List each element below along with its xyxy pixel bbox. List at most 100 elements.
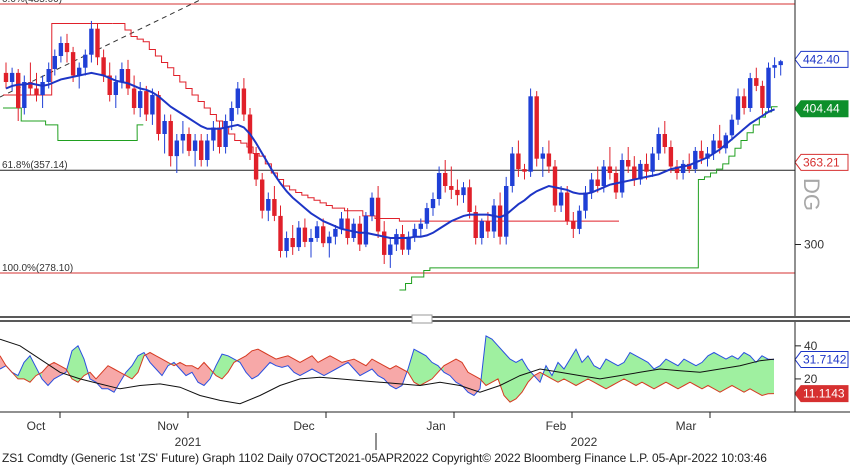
dmi-fill-green — [486, 335, 492, 386]
candle-up — [235, 88, 240, 108]
dmi-fill-red — [366, 359, 372, 373]
candle-down — [382, 231, 387, 255]
candle-down — [3, 72, 9, 82]
year-label: 2022 — [571, 435, 598, 449]
dmi-fill-green — [666, 359, 672, 386]
candle-down — [278, 215, 283, 251]
candle-up — [284, 238, 289, 251]
dmi-tag-plus_di-box — [794, 351, 849, 369]
candle-up — [711, 140, 716, 154]
dmi-fill-red — [114, 369, 120, 393]
month-label: Dec — [293, 419, 314, 433]
candle-up — [223, 121, 228, 147]
dmi-fill-red — [150, 352, 156, 369]
candle-up — [22, 82, 27, 108]
candle-up — [363, 215, 369, 245]
fib-label: 61.8%(357.14) — [2, 160, 68, 171]
dmi-fill-green — [414, 349, 420, 386]
candle-up — [601, 166, 606, 186]
dmi-fill-green — [228, 355, 234, 373]
dmi-fill-red — [300, 359, 306, 376]
candle-down — [565, 192, 570, 222]
candle-down — [302, 227, 308, 242]
plus-di-line — [0, 335, 775, 397]
candle-down — [168, 121, 173, 157]
dmi-fill-green — [744, 352, 750, 393]
dmi-fill-green — [636, 355, 642, 386]
candle-down — [485, 221, 491, 232]
dmi-fill-green — [552, 362, 558, 383]
candle-up — [680, 163, 686, 173]
candle-down — [632, 166, 637, 180]
dmi-fill-red — [198, 362, 204, 386]
candle-up — [77, 67, 82, 76]
candle-down — [467, 187, 472, 212]
candle-down — [546, 153, 552, 167]
dmi-fill-green — [618, 362, 624, 383]
dmi-fill-green — [732, 355, 738, 389]
candle-up — [174, 140, 179, 157]
candle-down — [125, 69, 131, 89]
candle-up — [735, 96, 741, 120]
dmi-fill-red — [306, 355, 312, 373]
candle-down — [107, 75, 112, 95]
dmi-fill-red — [246, 350, 252, 379]
dmi-fill-green — [630, 352, 636, 386]
dmi-fill-green — [696, 362, 702, 389]
candle-down — [28, 82, 33, 89]
fib-label: 100.0%(278.10) — [2, 263, 73, 274]
candle-down — [552, 166, 558, 206]
candle-up — [150, 95, 155, 115]
month-label: Mar — [676, 419, 697, 433]
dmi-fill-red — [468, 372, 474, 396]
candle-down — [699, 150, 704, 159]
dmi-fill-green — [750, 355, 756, 393]
dmi-tag-plus_di: 31.7142 — [794, 351, 849, 369]
candle-up — [461, 187, 466, 196]
stop-line-up — [3, 107, 144, 141]
dmi-fill-green — [30, 355, 36, 383]
dmi-fill-red — [534, 372, 540, 383]
candle-down — [144, 91, 149, 115]
dmi-fill-red — [282, 355, 288, 368]
dmi-fill-green — [654, 365, 660, 389]
dmi-fill-green — [762, 355, 768, 396]
price-axis: 300 — [795, 238, 824, 252]
adx-line — [0, 338, 775, 405]
candle-up — [52, 56, 57, 69]
dmi-fill-green — [516, 359, 522, 399]
panel-divider[interactable] — [0, 314, 850, 324]
candle-down — [186, 134, 192, 151]
dmi-fill-green — [426, 355, 432, 383]
candle-down — [253, 153, 259, 180]
dmi-fill-green — [714, 352, 720, 393]
dmi-fill-green — [72, 345, 78, 383]
candle-down — [687, 163, 692, 170]
candle-up — [327, 236, 332, 244]
dmi-fill-green — [768, 359, 774, 394]
dmi-fill-red — [180, 362, 186, 376]
candle-up — [211, 127, 216, 141]
candle-down — [534, 96, 539, 159]
candle-up — [528, 96, 533, 172]
dmi-tick-label: 40 — [804, 339, 818, 353]
dmi-fill-red — [318, 359, 324, 376]
candle-down — [131, 88, 137, 108]
candle-up — [308, 238, 314, 242]
dmi-fill-green — [570, 349, 576, 386]
dmi-tag-plus_di-text: 31.7142 — [803, 353, 847, 367]
candle-up — [693, 150, 698, 170]
price-tag-ma: 404.44 — [794, 100, 849, 118]
candle-up — [58, 43, 64, 56]
month-label: Nov — [157, 419, 178, 433]
candle-up — [192, 140, 198, 151]
candle-down — [607, 166, 613, 173]
stop-lines — [3, 23, 778, 291]
candle-down — [662, 134, 667, 147]
price-tag-price-box — [794, 50, 849, 68]
dmi-fill-green — [648, 362, 654, 389]
divider-grip[interactable] — [411, 314, 433, 324]
candle-up — [723, 135, 728, 149]
candle-down — [455, 189, 460, 196]
